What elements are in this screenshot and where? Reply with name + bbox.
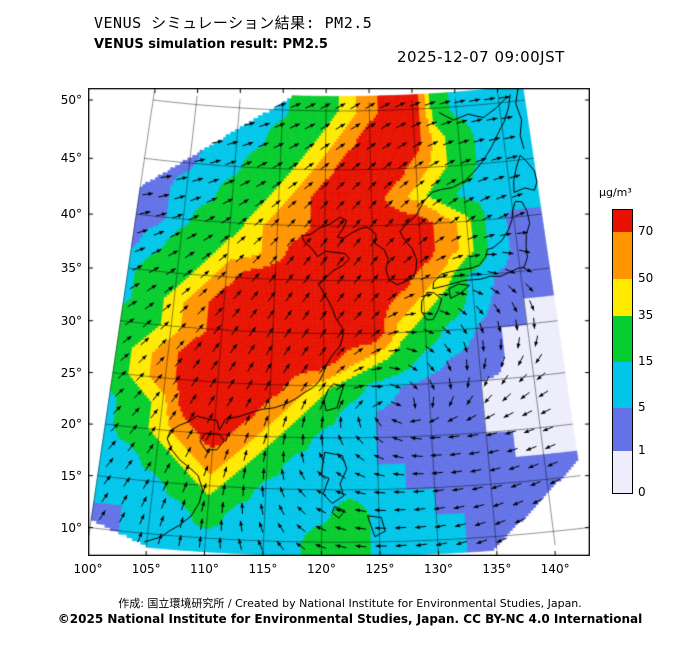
lat-tick-label: 35° xyxy=(60,261,82,276)
colorbar-segment xyxy=(613,210,632,232)
lat-tick-label: 15° xyxy=(60,468,82,483)
colorbar-segment xyxy=(613,451,632,493)
timestamp: 2025-12-07 09:00JST xyxy=(397,48,565,66)
colorbar-tick-label: 5 xyxy=(638,400,646,414)
lon-tick-label: 110° xyxy=(190,562,219,576)
lat-tick-label: 30° xyxy=(60,313,82,328)
lon-tick-label: 100° xyxy=(73,562,103,576)
colorbar-tick-label: 15 xyxy=(638,354,654,368)
colorbar xyxy=(612,209,633,494)
lon-tick-label: 125° xyxy=(365,562,395,576)
footer-copyright: ©2025 National Institute for Environment… xyxy=(57,612,643,626)
page-title-english: VENUS simulation result: PM2.5 xyxy=(94,37,328,52)
lon-tick-label: 120° xyxy=(306,562,336,576)
colorbar-segment xyxy=(613,316,632,362)
colorbar-tick-label: 0 xyxy=(638,485,646,499)
lat-tick-label: 20° xyxy=(60,417,82,432)
lon-tick-label: 135° xyxy=(482,562,512,576)
lon-tick-label: 105° xyxy=(131,562,161,576)
colorbar-segment xyxy=(613,232,632,279)
lon-tick-label: 115° xyxy=(248,562,278,576)
lat-tick-label: 45° xyxy=(60,151,82,166)
colorbar-tick-label: 70 xyxy=(638,224,654,238)
lat-tick-label: 25° xyxy=(60,365,82,380)
colorbar-unit-label: µg/m³ xyxy=(599,186,632,199)
lat-tick-label: 10° xyxy=(60,520,82,535)
lon-tick-label: 130° xyxy=(424,562,453,576)
lon-tick-label: 140° xyxy=(540,562,570,576)
colorbar-tick-label: 1 xyxy=(638,443,646,457)
lat-tick-label: 40° xyxy=(60,207,82,222)
footer-credit: 作成: 国立環境研究所 / Created by National Instit… xyxy=(118,597,582,610)
colorbar-tick-label: 35 xyxy=(638,308,654,322)
lat-tick-label: 50° xyxy=(60,93,82,108)
page-title-japanese: VENUS シミュレーション結果: PM2.5 xyxy=(94,14,373,32)
colorbar-segment xyxy=(613,408,632,451)
map-canvas xyxy=(88,88,590,556)
map-plot xyxy=(88,88,590,556)
colorbar-tick-label: 50 xyxy=(638,271,654,285)
colorbar-segment xyxy=(613,279,632,316)
colorbar-segment xyxy=(613,362,632,408)
